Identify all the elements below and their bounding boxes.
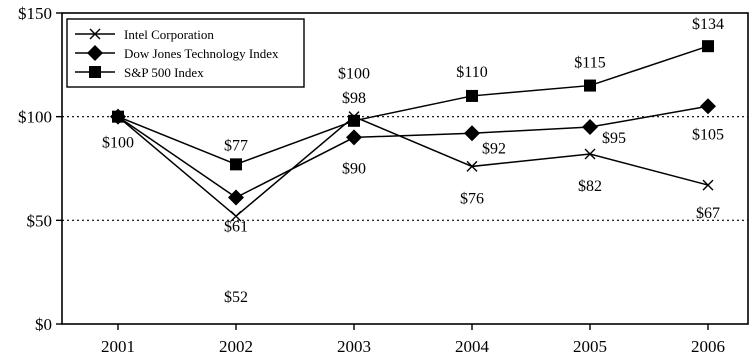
x-marker: [89, 28, 101, 40]
data-label: $100: [338, 66, 370, 83]
data-label: $95: [602, 130, 626, 147]
data-label: $82: [578, 178, 602, 195]
data-label: $100: [102, 135, 134, 152]
series-square: [112, 40, 714, 171]
x-tick-label: 2005: [573, 337, 607, 356]
x-marker: [584, 148, 596, 160]
square-marker: [89, 66, 101, 78]
legend: Intel Corporation Dow Jones Technology In…: [66, 18, 305, 88]
square-marker: [112, 110, 124, 123]
x-tick-label: 2006: [691, 337, 725, 356]
square-marker: [348, 114, 360, 127]
diamond-marker: [87, 45, 103, 61]
x-tick-label: 2001: [101, 337, 135, 356]
series-line: [117, 45, 709, 166]
diamond-marker: [346, 129, 362, 146]
data-label: $77: [224, 137, 248, 154]
y-tick-label: $100: [18, 108, 52, 127]
diamond-marker: [464, 125, 480, 142]
axes: $0 $50 $100 $150 2001 2002 2003 2004 2005 2006: [18, 4, 725, 356]
x-tick-label: 2003: [337, 337, 371, 356]
data-label: $52: [224, 289, 248, 306]
data-label: $98: [342, 90, 366, 107]
data-label: $115: [574, 55, 605, 72]
diamond-marker: [700, 98, 716, 115]
data-label: $76: [460, 190, 484, 207]
data-label: $61: [224, 219, 248, 236]
series-diamond: [110, 98, 716, 206]
square-marker: [584, 79, 596, 92]
legend-entry-label: S&P 500 Index: [124, 65, 204, 80]
plot-area-frame: [61, 12, 749, 325]
gridlines: [62, 116, 748, 221]
square-marker: [702, 40, 714, 53]
data-labels: $52 $100 $76 $82 $67 $100 $61 $90 $92 $95 $105 $77 $…: [102, 16, 724, 306]
x-tick-label: 2004: [455, 337, 490, 356]
data-label: $92: [482, 140, 506, 157]
x-marker: [230, 210, 242, 222]
diamond-marker: [228, 189, 244, 206]
diamond-marker: [582, 119, 598, 136]
square-marker: [230, 158, 242, 171]
x-marker: [702, 179, 714, 191]
series-line: [117, 115, 709, 218]
data-label: $90: [342, 160, 366, 177]
data-label: $105: [692, 126, 724, 143]
series-lines: [110, 40, 716, 222]
square-marker: [466, 89, 478, 102]
y-tick-label: $150: [18, 4, 52, 23]
series-line: [117, 105, 709, 199]
data-label: $110: [456, 64, 487, 81]
data-label: $67: [696, 205, 720, 222]
y-tick-label: $0: [35, 315, 52, 334]
series-x-cross: [112, 111, 714, 222]
x-marker: [466, 160, 478, 172]
legend-entry-label: Intel Corporation: [124, 27, 214, 42]
legend-entry-label: Dow Jones Technology Index: [124, 46, 279, 61]
data-label: $134: [692, 16, 724, 33]
y-tick-label: $50: [27, 211, 53, 230]
x-tick-label: 2002: [219, 337, 253, 356]
